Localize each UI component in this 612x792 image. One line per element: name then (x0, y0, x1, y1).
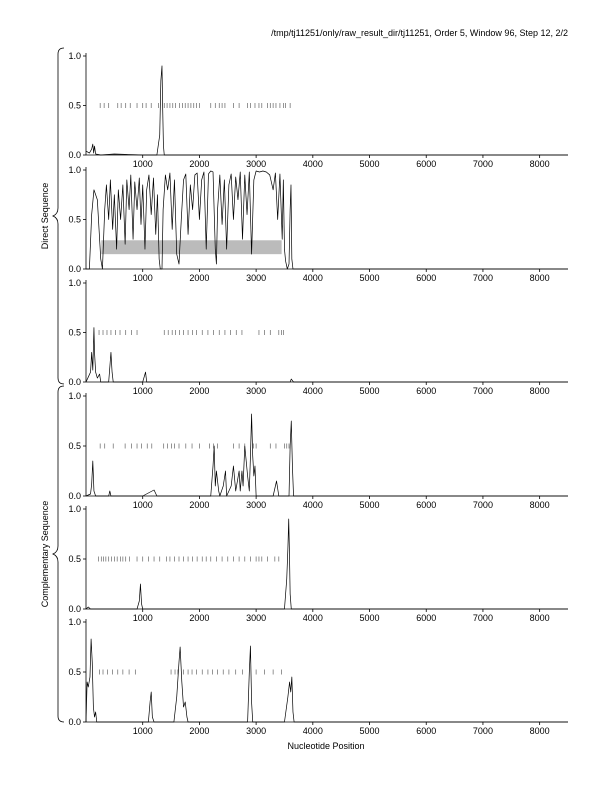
series-line (85, 638, 568, 723)
x-tick-label: 1000 (133, 159, 153, 169)
panel-4: 0.0 0.5 1.0 1000 2000 3000 4000 5000 6000 7000 800… (68, 391, 568, 510)
x-tick-label: 5000 (360, 159, 380, 169)
x-tick-label: 5000 (360, 726, 380, 736)
y-tick-label: 0.0 (68, 491, 81, 501)
y-tick-label: 0.0 (68, 377, 81, 387)
x-tick-label: 8000 (530, 159, 550, 169)
complementary-sequence-brace (51, 385, 65, 723)
x-tick-label: 3000 (246, 500, 266, 510)
x-tick-label: 4000 (303, 500, 323, 510)
x-tick-label: 4000 (303, 613, 323, 623)
y-tick-label: 1.0 (68, 391, 81, 401)
x-tick-label: 8000 (530, 273, 550, 283)
x-tick-label: 2000 (189, 159, 209, 169)
x-tick-label: 3000 (246, 613, 266, 623)
x-tick-label: 6000 (416, 273, 436, 283)
x-tick-label: 2000 (189, 613, 209, 623)
x-tick-label: 5000 (360, 273, 380, 283)
x-axis-title: Nucleotide Position (287, 741, 364, 751)
x-tick-label: 6000 (416, 500, 436, 510)
x-tick-label: 7000 (473, 386, 493, 396)
x-tick-label: 6000 (416, 613, 436, 623)
x-tick-label: 6000 (416, 726, 436, 736)
direct-sequence-brace (51, 47, 65, 385)
x-tick-label: 4000 (303, 273, 323, 283)
x-tick-label: 1000 (133, 726, 153, 736)
x-tick-label: 5000 (360, 613, 380, 623)
y-tick-label: 0.0 (68, 264, 81, 274)
series-line (85, 518, 568, 610)
y-tick-label: 1.0 (68, 617, 81, 627)
y-tick-label: 0.5 (68, 215, 81, 225)
shaded-band (101, 240, 282, 255)
x-tick-label: 1000 (133, 273, 153, 283)
group-label-direct: Direct Sequence (40, 183, 50, 250)
y-tick-label: 1.0 (68, 165, 81, 175)
series-line (86, 170, 568, 270)
x-tick-label: 3000 (246, 726, 266, 736)
panel-5: 0.0 0.5 1.0 1000 2000 3000 4000 5000 6000 7000 800… (68, 504, 568, 623)
x-tick-label: 7000 (473, 726, 493, 736)
y-tick-label: 0.0 (68, 150, 81, 160)
x-tick-label: 5000 (360, 500, 380, 510)
group-braces: Direct Sequence Complementary Sequence (40, 47, 65, 723)
series-line (85, 65, 568, 156)
series-line (85, 327, 568, 383)
x-tick-label: 8000 (530, 500, 550, 510)
panel-3: 0.0 0.5 1.0 1000 2000 3000 4000 5000 6000 7000 800… (68, 278, 568, 396)
group-label-complementary: Complementary Sequence (40, 501, 50, 608)
y-tick-label: 0.5 (68, 667, 81, 677)
x-tick-label: 8000 (530, 386, 550, 396)
x-tick-label: 2000 (189, 386, 209, 396)
y-tick-label: 0.5 (68, 328, 81, 338)
x-tick-label: 6000 (416, 159, 436, 169)
y-tick-label: 0.0 (68, 604, 81, 614)
x-tick-label: 3000 (246, 159, 266, 169)
x-tick-label: 7000 (473, 500, 493, 510)
x-tick-label: 4000 (303, 159, 323, 169)
x-tick-label: 1000 (133, 500, 153, 510)
x-tick-label: 4000 (303, 386, 323, 396)
x-tick-label: 1000 (133, 386, 153, 396)
y-tick-label: 0.0 (68, 717, 81, 727)
panels: 0.0 0.5 1.0 1000 2000 3000 4000 5000 6000 7000 800… (68, 51, 568, 736)
x-tick-label: 5000 (360, 386, 380, 396)
x-tick-label: 4000 (303, 726, 323, 736)
x-tick-label: 3000 (246, 273, 266, 283)
y-tick-label: 1.0 (68, 278, 81, 288)
y-tick-label: 0.5 (68, 101, 81, 111)
x-tick-label: 1000 (133, 613, 153, 623)
y-tick-label: 0.5 (68, 554, 81, 564)
x-tick-label: 7000 (473, 159, 493, 169)
x-tick-label: 3000 (246, 386, 266, 396)
series-line (85, 413, 568, 497)
x-tick-label: 2000 (189, 273, 209, 283)
y-tick-label: 0.5 (68, 441, 81, 451)
y-tick-label: 1.0 (68, 51, 81, 61)
panel-1: 0.0 0.5 1.0 1000 2000 3000 4000 5000 6000 7000 800… (68, 51, 568, 169)
x-tick-label: 7000 (473, 613, 493, 623)
x-tick-label: 7000 (473, 273, 493, 283)
x-tick-label: 2000 (189, 500, 209, 510)
figure-header: /tmp/tj11251/only/raw_result_dir/tj11251… (271, 28, 568, 38)
x-tick-label: 2000 (189, 726, 209, 736)
panel-2: 0.0 0.5 1.0 1000 2000 3000 4000 5000 6000 7000 800… (68, 165, 568, 283)
x-tick-label: 6000 (416, 386, 436, 396)
y-tick-label: 1.0 (68, 504, 81, 514)
x-tick-label: 8000 (530, 613, 550, 623)
panel-6: 0.0 0.5 1.0 1000 2000 3000 4000 5000 6000 7000 800… (68, 617, 568, 736)
x-tick-label: 8000 (530, 726, 550, 736)
